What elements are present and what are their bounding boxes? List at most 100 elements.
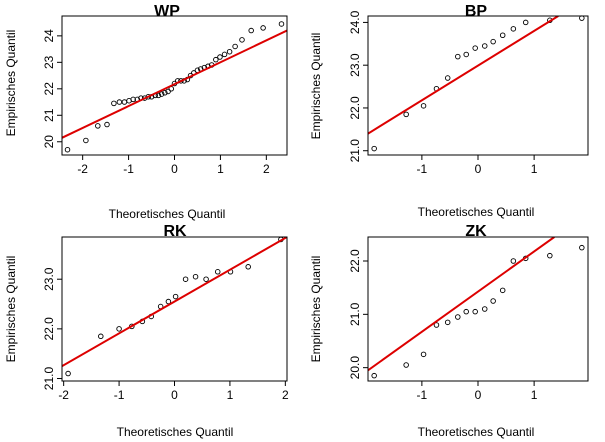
y-tick-label: 20.0	[348, 356, 362, 380]
data-point	[182, 276, 189, 282]
qq-panel-wp: WP Theoretisches Quantil Empirisches Qua…	[4, 3, 288, 221]
data-point	[403, 362, 409, 368]
x-axis-label: Theoretisches Quantil	[117, 425, 234, 439]
data-point	[95, 123, 101, 129]
data-point	[260, 25, 266, 31]
reference-line-path	[62, 237, 287, 367]
data-point	[172, 293, 179, 300]
reference-line-path	[62, 29, 287, 139]
panel-title: BP	[465, 3, 488, 20]
data-point	[64, 146, 71, 153]
data-point	[420, 351, 427, 358]
data-point	[165, 298, 172, 305]
data-point	[463, 51, 469, 58]
data-point	[116, 99, 123, 105]
data-point	[130, 96, 136, 103]
qq-panel-bp: BP Theoretisches Quantil Empirisches Qua…	[309, 3, 589, 219]
x-tick-label: 1	[531, 162, 538, 176]
y-tick-label: 23.0	[42, 267, 56, 291]
data-point	[121, 99, 128, 105]
panel-title: WP	[154, 3, 180, 20]
x-tick-label: 0	[171, 388, 178, 402]
y-tick-label: 22.0	[348, 249, 362, 273]
y-tick-label: 22	[42, 82, 56, 96]
panel-title: RK	[163, 223, 187, 240]
x-tick-label: -2	[58, 388, 69, 402]
data-point	[155, 92, 162, 99]
y-tick-label: 22.0	[348, 96, 362, 120]
data-point	[165, 88, 171, 95]
data-point	[104, 121, 110, 128]
x-tick-label: 1	[217, 162, 224, 176]
plot-frame	[367, 236, 589, 382]
y-axis-label: Empirisches Quantil	[4, 30, 18, 137]
data-point	[213, 56, 219, 63]
data-point	[433, 322, 440, 328]
data-point	[278, 21, 285, 27]
data-points	[371, 244, 585, 379]
data-point	[481, 306, 488, 312]
panel-title: ZK	[465, 223, 487, 240]
data-point	[510, 26, 517, 32]
plot-frame	[367, 15, 589, 156]
y-tick-label: 24	[42, 29, 56, 43]
reference-line	[368, 237, 555, 372]
reference-line	[62, 29, 287, 139]
data-point	[420, 103, 427, 109]
data-point	[226, 48, 233, 55]
data-point	[403, 111, 409, 118]
data-point	[162, 90, 168, 96]
data-point	[510, 258, 517, 264]
data-point	[481, 43, 488, 49]
data-point	[192, 273, 199, 280]
x-axis-label: Theoretisches Quantil	[418, 425, 535, 439]
data-point	[217, 54, 223, 60]
data-point	[444, 319, 451, 326]
data-point	[214, 269, 221, 275]
x-tick-label: 0	[475, 388, 482, 402]
data-point	[547, 252, 553, 259]
x-tick-label: 1	[227, 388, 234, 402]
axis-ticks: -2 -1 0 1 2 20 21 22 23 24	[42, 29, 270, 176]
data-points	[64, 21, 285, 153]
x-axis-label: Theoretisches Quantil	[109, 207, 226, 221]
qq-panel-rk: RK Theoretisches Quantil Empirisches Qua…	[4, 223, 289, 439]
x-axis-label: Theoretisches Quantil	[418, 205, 535, 219]
data-point	[111, 100, 117, 107]
data-point	[158, 91, 165, 97]
data-point	[232, 43, 238, 50]
y-axis-label: Empirisches Quantil	[309, 33, 323, 140]
x-tick-label: 0	[475, 162, 482, 176]
data-point	[245, 264, 251, 270]
y-tick-label: 21.0	[348, 302, 362, 326]
plot-frame	[61, 236, 288, 382]
data-point	[490, 38, 496, 45]
data-point	[203, 276, 209, 282]
x-tick-label: 2	[282, 388, 289, 402]
x-tick-label: 2	[263, 162, 270, 176]
x-tick-label: 1	[531, 388, 538, 402]
data-point	[463, 308, 469, 315]
x-tick-label: -2	[77, 162, 88, 176]
data-point	[444, 75, 451, 81]
data-point	[579, 244, 585, 251]
axis-ticks: -1 0 1 20.0 21.0 22.0	[348, 249, 538, 402]
data-point	[455, 53, 461, 60]
data-point	[490, 298, 496, 304]
plot-frame	[61, 15, 288, 156]
x-tick-label: -1	[417, 388, 428, 402]
data-points	[371, 15, 585, 152]
data-point	[579, 15, 585, 21]
y-tick-label: 21	[42, 108, 56, 122]
reference-line-path	[368, 237, 555, 372]
data-point	[371, 145, 377, 152]
y-tick-label: 21.0	[348, 139, 362, 163]
reference-line	[368, 16, 559, 135]
x-tick-label: 0	[171, 162, 178, 176]
y-tick-label: 23	[42, 55, 56, 69]
y-tick-label: 20	[42, 135, 56, 149]
qq-panel-zk: ZK Theoretisches Quantil Empirisches Qua…	[309, 223, 589, 439]
reference-line	[62, 237, 287, 367]
axis-ticks: -1 0 1 21.0 22.0 23.0 24.0	[348, 10, 538, 176]
